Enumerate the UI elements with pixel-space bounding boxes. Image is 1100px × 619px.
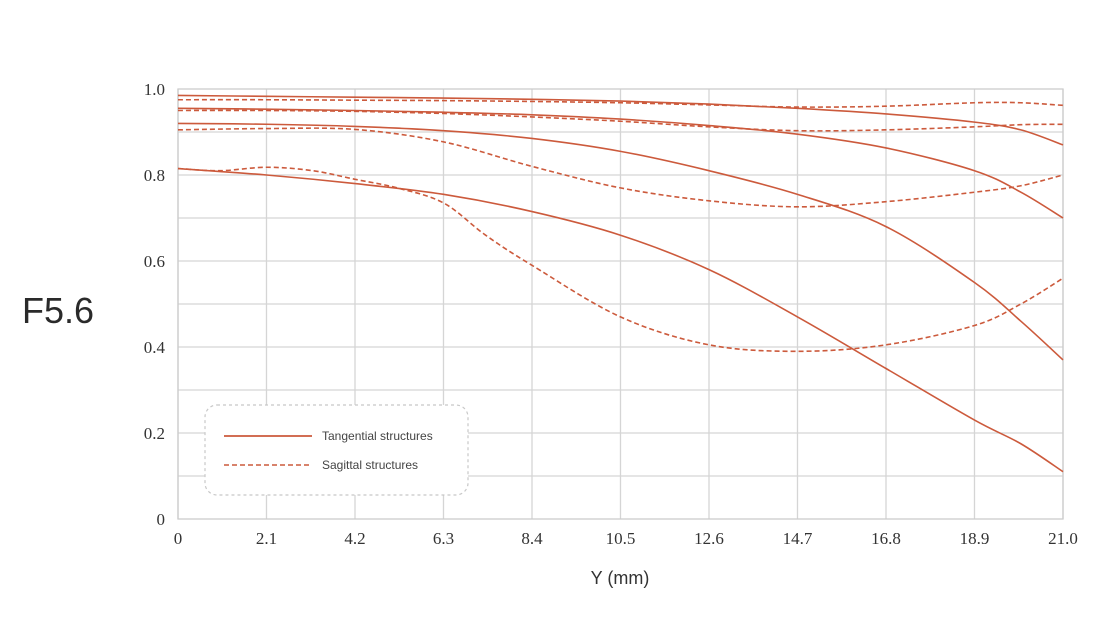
x-tick-label: 10.5 [606, 529, 636, 548]
legend-label-tangential: Tangential structures [322, 429, 433, 443]
legend-label-sagittal: Sagittal structures [322, 458, 418, 472]
legend: Tangential structures Sagittal structure… [204, 404, 469, 496]
x-tick-label: 18.9 [960, 529, 990, 548]
sagittal-series-line [177, 98, 1064, 108]
x-tick-label: 16.8 [871, 529, 901, 548]
y-tick-label: 0 [157, 510, 166, 529]
y-tick-label: 0.2 [144, 424, 165, 443]
tangential-series-line [177, 107, 1064, 219]
x-tick-label: 14.7 [783, 529, 813, 548]
x-tick-label: 8.4 [521, 529, 543, 548]
x-axis-label: Y (mm) [591, 568, 650, 588]
tangential-series-line [177, 167, 1064, 473]
x-tick-label: 4.2 [344, 529, 365, 548]
plot-frame [177, 88, 1064, 520]
y-tick-label: 1.0 [144, 80, 165, 99]
aperture-label: F5.6 [22, 290, 94, 331]
tangential-series-line [177, 122, 1064, 361]
sagittal-series-line [177, 166, 1064, 353]
x-tick-label: 2.1 [256, 529, 277, 548]
x-tick-labels: 0 2.1 4.2 6.3 8.4 10.5 12.6 14.7 16.8 18.9 21.0 [174, 529, 1078, 548]
sagittal-series-line [177, 127, 1064, 208]
series-group [177, 94, 1064, 473]
y-tick-label: 0.8 [144, 166, 165, 185]
y-tick-label: 0.6 [144, 252, 165, 271]
x-tick-label: 6.3 [433, 529, 454, 548]
legend-box [204, 404, 469, 496]
sagittal-series-line [177, 109, 1064, 132]
x-tick-label: 12.6 [694, 529, 724, 548]
x-tick-label: 0 [174, 529, 183, 548]
y-tick-label: 0.4 [144, 338, 166, 357]
tangential-series-line [177, 94, 1064, 146]
y-tick-labels: 0 0.2 0.4 0.6 0.8 1.0 [144, 80, 166, 529]
x-tick-label: 21.0 [1048, 529, 1078, 548]
